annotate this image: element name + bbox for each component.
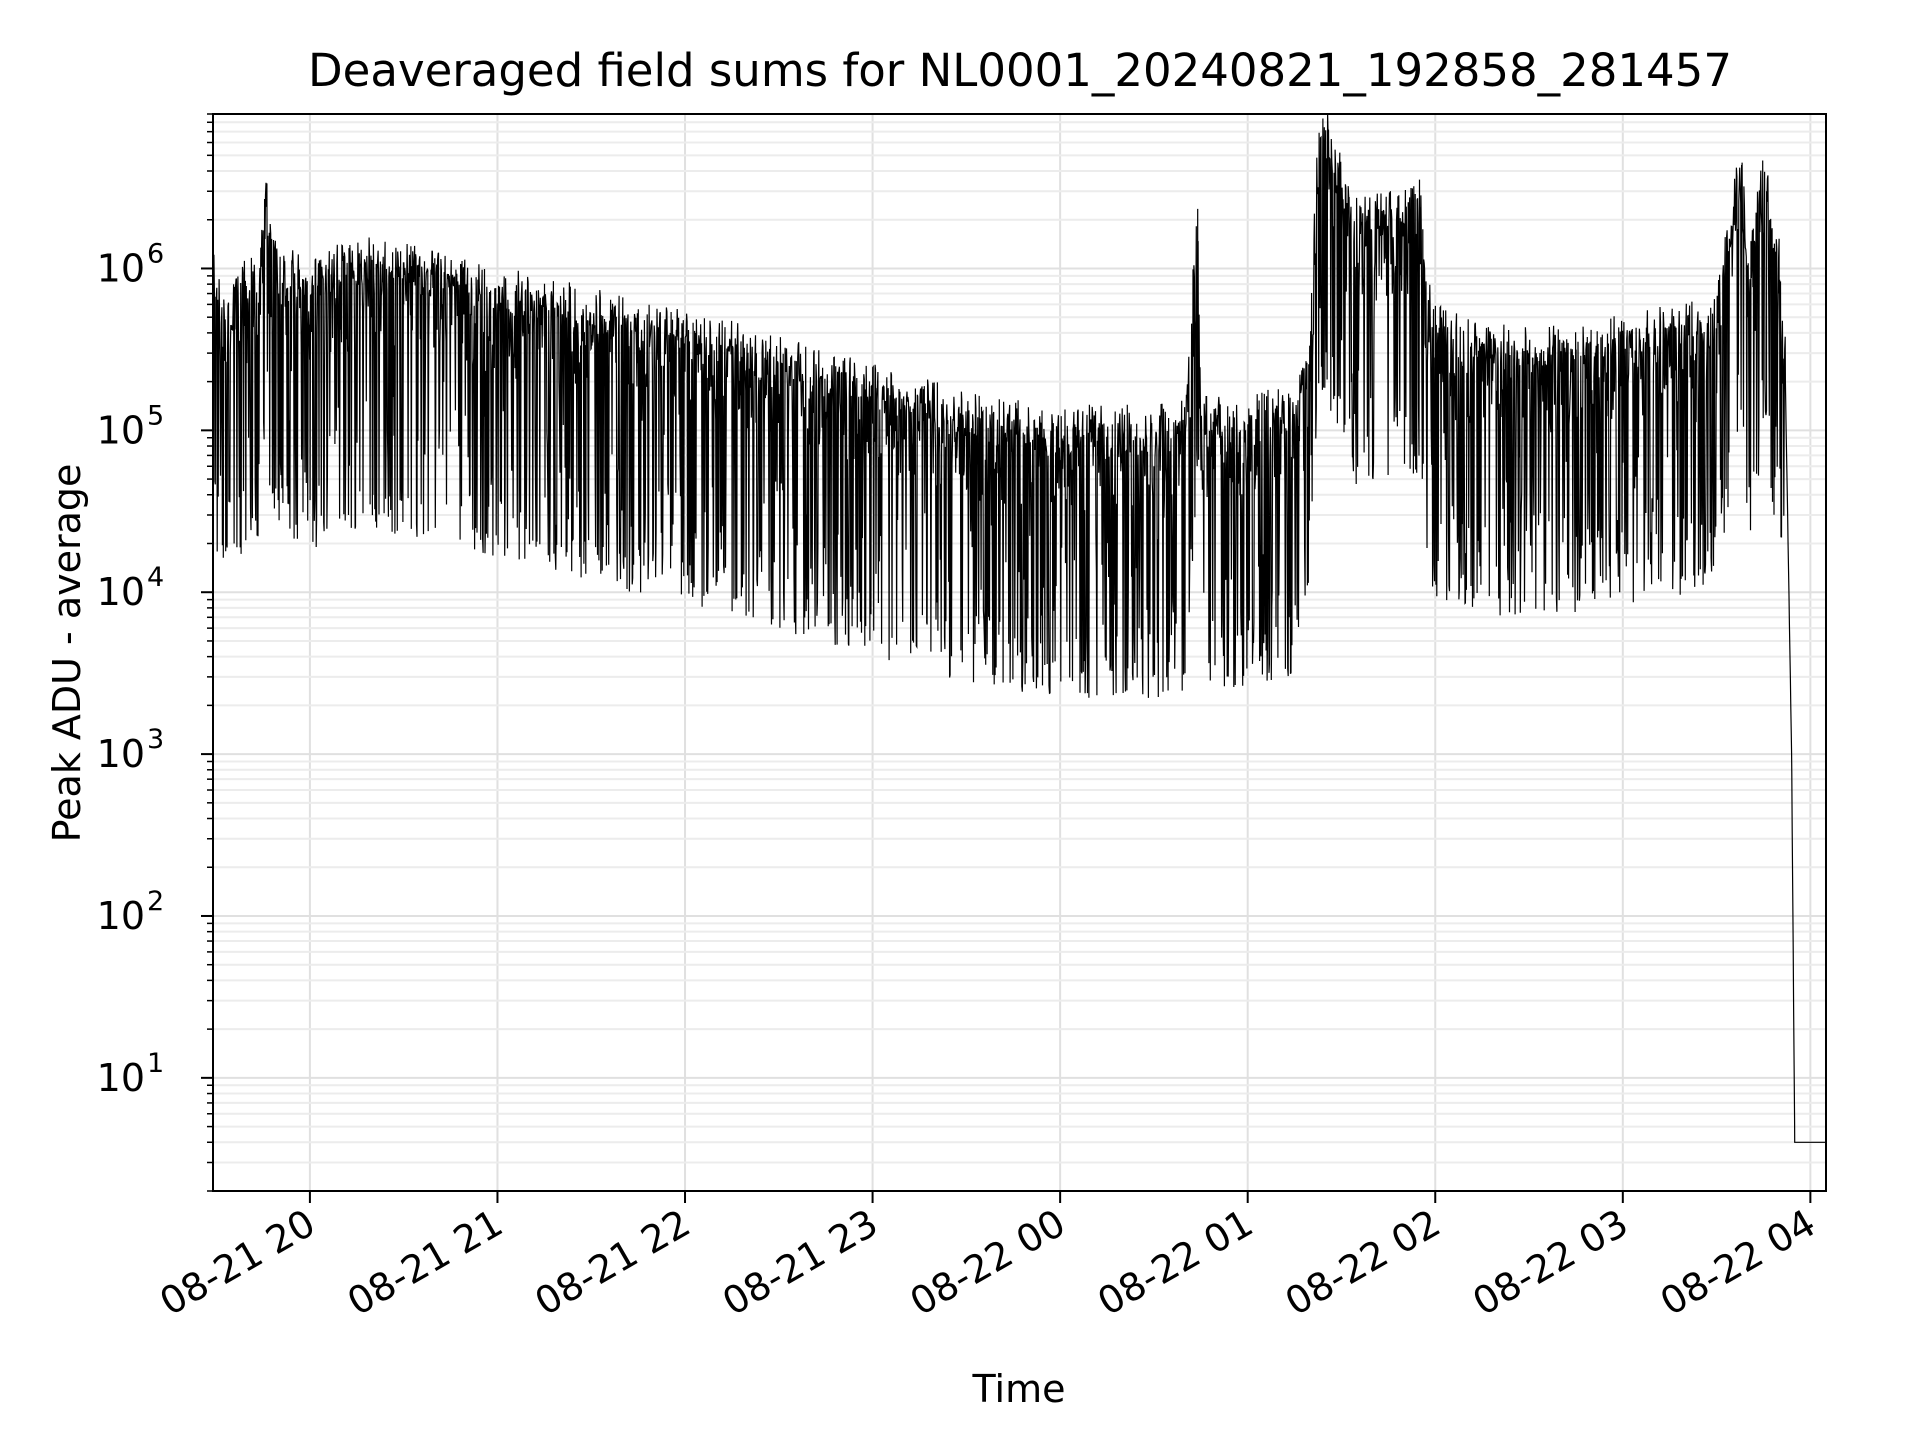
y-tick-label: 10 <box>97 894 145 938</box>
plot-frame <box>212 113 1827 1192</box>
y-tick-label: 10 <box>97 1056 145 1100</box>
y-tick-exponent: 6 <box>147 238 164 269</box>
y-tick-label: 10 <box>97 570 145 614</box>
y-tick-exponent: 3 <box>147 724 164 755</box>
y-tick-label: 10 <box>97 246 145 290</box>
y-tick-exponent: 4 <box>147 562 164 593</box>
x-axis-label: Time <box>972 1367 1066 1411</box>
y-tick-exponent: 1 <box>147 1048 164 1079</box>
y-axis-label: Peak ADU - average <box>45 464 89 843</box>
chart-title: Deaveraged field sums for NL0001_2024082… <box>308 44 1732 97</box>
y-tick-label: 10 <box>97 408 145 452</box>
series-layer <box>212 113 1826 1143</box>
y-tick-exponent: 5 <box>147 400 164 431</box>
series-line-0 <box>212 113 1826 1143</box>
y-tick-label: 10 <box>97 732 145 776</box>
y-tick-exponent: 2 <box>147 886 164 917</box>
